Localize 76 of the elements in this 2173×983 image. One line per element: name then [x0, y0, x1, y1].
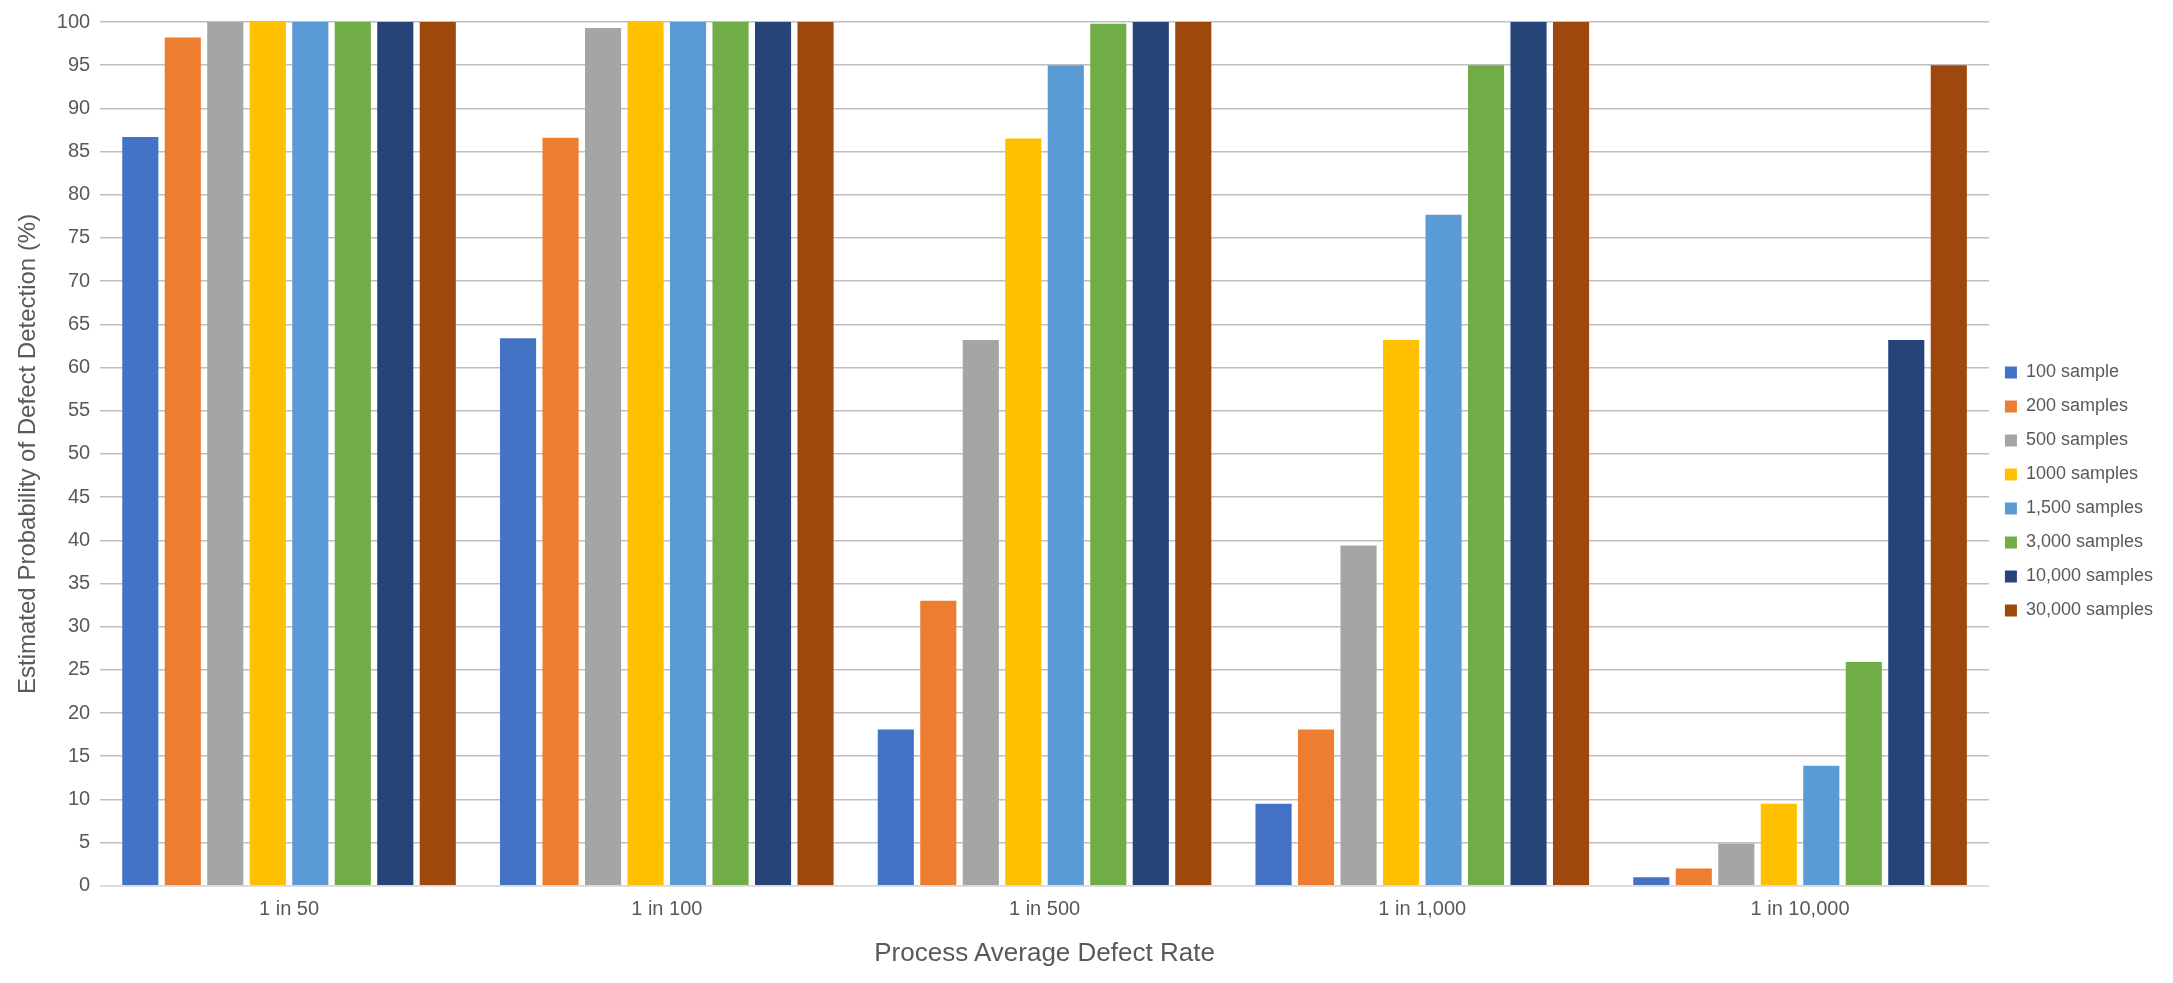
legend-label: 1000 samples	[2025, 463, 2138, 484]
legend-label: 30,000 samples	[2025, 599, 2154, 620]
y-tick-label: 55	[67, 398, 91, 421]
y-axis-title: Estimated Probability of Defect Detection (%)	[13, 213, 41, 694]
y-tick-label: 5	[79, 830, 91, 853]
bar	[877, 729, 914, 886]
y-tick-label: 15	[67, 743, 91, 766]
y-tick-label: 90	[67, 95, 91, 118]
legend-label: 10,000 samples	[2025, 565, 2154, 586]
y-tick-label: 80	[67, 182, 91, 205]
bar	[419, 22, 456, 886]
bar	[1425, 214, 1462, 886]
y-tick-label: 10	[67, 786, 91, 809]
bar	[962, 339, 999, 886]
bar	[164, 37, 201, 886]
bar	[627, 22, 664, 886]
y-tick-label: 40	[67, 527, 91, 550]
bar	[1005, 138, 1042, 886]
legend-label: 3,000 samples	[2025, 531, 2143, 552]
legend-label: 1,500 samples	[2025, 497, 2143, 518]
bar	[1633, 877, 1670, 886]
bar	[292, 22, 329, 886]
bar	[1718, 843, 1755, 886]
bar	[1510, 22, 1547, 886]
bar	[499, 338, 537, 886]
bar	[377, 22, 414, 886]
y-tick-label: 0	[79, 873, 91, 896]
bar	[542, 137, 579, 886]
y-tick-label: 100	[56, 9, 91, 32]
bar	[1467, 65, 1505, 886]
y-tick-label: 20	[67, 700, 91, 723]
bar	[207, 22, 244, 886]
y-tick-label: 95	[67, 52, 91, 75]
x-tick-label: 1 in 1,000	[1378, 897, 1467, 920]
legend-label: 200 samples	[2025, 395, 2128, 416]
bar	[1255, 803, 1292, 886]
bar	[669, 22, 707, 886]
bar	[1132, 22, 1169, 886]
y-tick-label: 25	[67, 657, 91, 680]
y-tick-label: 65	[67, 311, 91, 334]
y-tick-label: 70	[67, 268, 91, 291]
y-tick-label: 45	[67, 484, 91, 507]
bar	[249, 22, 286, 886]
x-axis-title: Process Average Defect Rate	[874, 936, 1215, 967]
bar	[1340, 545, 1377, 886]
y-tick-label: 35	[67, 570, 91, 593]
bar	[920, 600, 957, 886]
y-tick-label: 85	[67, 139, 91, 162]
bar	[754, 22, 792, 886]
bar	[1888, 339, 1925, 886]
y-tick-label: 60	[67, 355, 91, 378]
bar	[1047, 65, 1084, 886]
y-tick-label: 30	[67, 614, 91, 637]
legend-label: 100 sample	[2025, 361, 2119, 382]
bar	[1760, 803, 1797, 886]
bar	[712, 22, 749, 886]
bar	[1675, 868, 1712, 886]
bar	[1297, 729, 1335, 886]
bar	[122, 136, 159, 886]
x-tick-label: 1 in 50	[259, 897, 320, 920]
bar	[1090, 23, 1127, 886]
bar	[1382, 339, 1420, 886]
bar	[334, 22, 371, 886]
legend-label: 500 samples	[2025, 429, 2128, 450]
x-tick-label: 1 in 10,000	[1750, 897, 1850, 920]
bar	[1175, 22, 1212, 886]
bar	[1930, 65, 1967, 886]
bar	[584, 28, 622, 886]
y-tick-label: 75	[67, 225, 91, 248]
bar	[1803, 765, 1840, 886]
bar	[797, 22, 834, 886]
y-tick-label: 50	[67, 441, 91, 464]
x-tick-label: 1 in 100	[631, 897, 703, 920]
x-tick-label: 1 in 500	[1008, 897, 1081, 920]
bar	[1552, 22, 1590, 886]
bar	[1845, 662, 1882, 886]
